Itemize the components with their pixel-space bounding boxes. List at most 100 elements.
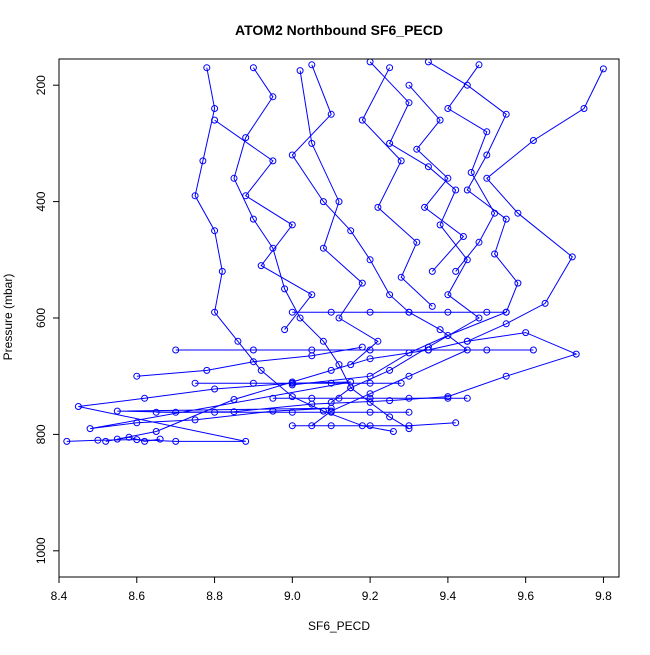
data-point [502,320,510,328]
y-axis-label: Pressure (mbar) [1,274,15,361]
data-point [405,394,413,402]
data-point [257,262,265,270]
data-point [514,209,522,217]
data-point [444,308,452,316]
data-point [230,174,238,182]
x-tick-label: 9.6 [517,589,534,603]
data-point [211,105,219,112]
data-point [269,244,277,252]
y-tick-label: 800 [34,424,48,444]
series-line [136,346,363,377]
data-point [347,384,355,392]
data-point [358,343,366,351]
data-point [288,393,296,401]
data-point [405,372,413,380]
y-tick-label: 600 [34,308,48,328]
data-point [347,361,355,369]
data-point [580,105,588,112]
data-point [397,379,405,387]
data-point [288,308,296,316]
data-point [405,99,413,107]
data-point [125,433,133,441]
data-point [444,291,452,299]
series-line [447,64,496,272]
data-point [203,64,211,72]
series-line [292,422,456,427]
data-point [514,279,522,287]
data-point [288,379,296,387]
data-point [386,397,394,405]
data-point [366,308,374,316]
data-point [491,250,499,258]
data-point [288,221,296,229]
data-point [269,157,277,165]
data-point [389,428,397,435]
data-point [335,198,343,206]
data-point [366,398,374,406]
x-tick-label: 8.8 [206,589,223,603]
data-point [308,291,316,299]
data-point [386,139,394,147]
series-line [214,119,313,330]
data-point [424,163,432,171]
data-point [444,174,452,182]
data-point [452,419,460,427]
data-point [242,437,250,445]
data-point [366,379,374,387]
data-point [156,435,164,443]
data-point [102,437,110,445]
data-point [444,394,452,402]
data-point [335,394,343,402]
data-point [386,64,394,72]
data-point [249,64,257,72]
data-point [475,61,483,69]
data-point [74,403,82,410]
data-point [327,308,335,316]
data-point [327,379,335,387]
data-point [467,169,475,176]
data-point [366,256,374,264]
data-point [319,407,327,415]
data-point [428,267,436,275]
data-point [374,337,382,345]
data-point [172,437,180,445]
y-axis: 200 400 600 800 1000 [34,75,59,564]
data-point [319,337,327,345]
series-line [291,64,469,427]
data-point [366,390,374,398]
data-point [459,233,467,240]
data-point [63,437,71,445]
data-point [502,110,510,118]
data-point [463,337,471,345]
data-point [405,422,413,430]
data-point [386,413,394,421]
data-point [475,314,483,322]
data-point [529,346,537,354]
data-point [141,437,149,445]
data-point [335,314,343,322]
data-point [172,346,180,354]
series-line [117,68,604,440]
series-line [361,67,433,307]
data-point [141,394,149,402]
y-tick-label: 400 [34,191,48,211]
data-point [203,366,211,374]
data-point [397,157,405,165]
data-point [483,128,491,136]
data-point [191,192,199,200]
series-line [330,61,480,403]
data-point [599,65,607,73]
data-point [483,346,491,354]
data-point [572,350,580,358]
data-point [452,267,460,275]
data-point [308,352,316,360]
data-point [327,110,335,118]
data-point [211,408,219,416]
data-point [308,394,316,402]
data-point [366,422,374,430]
data-point [249,215,257,223]
x-tick-label: 9.0 [284,589,301,603]
data-point [133,372,141,380]
